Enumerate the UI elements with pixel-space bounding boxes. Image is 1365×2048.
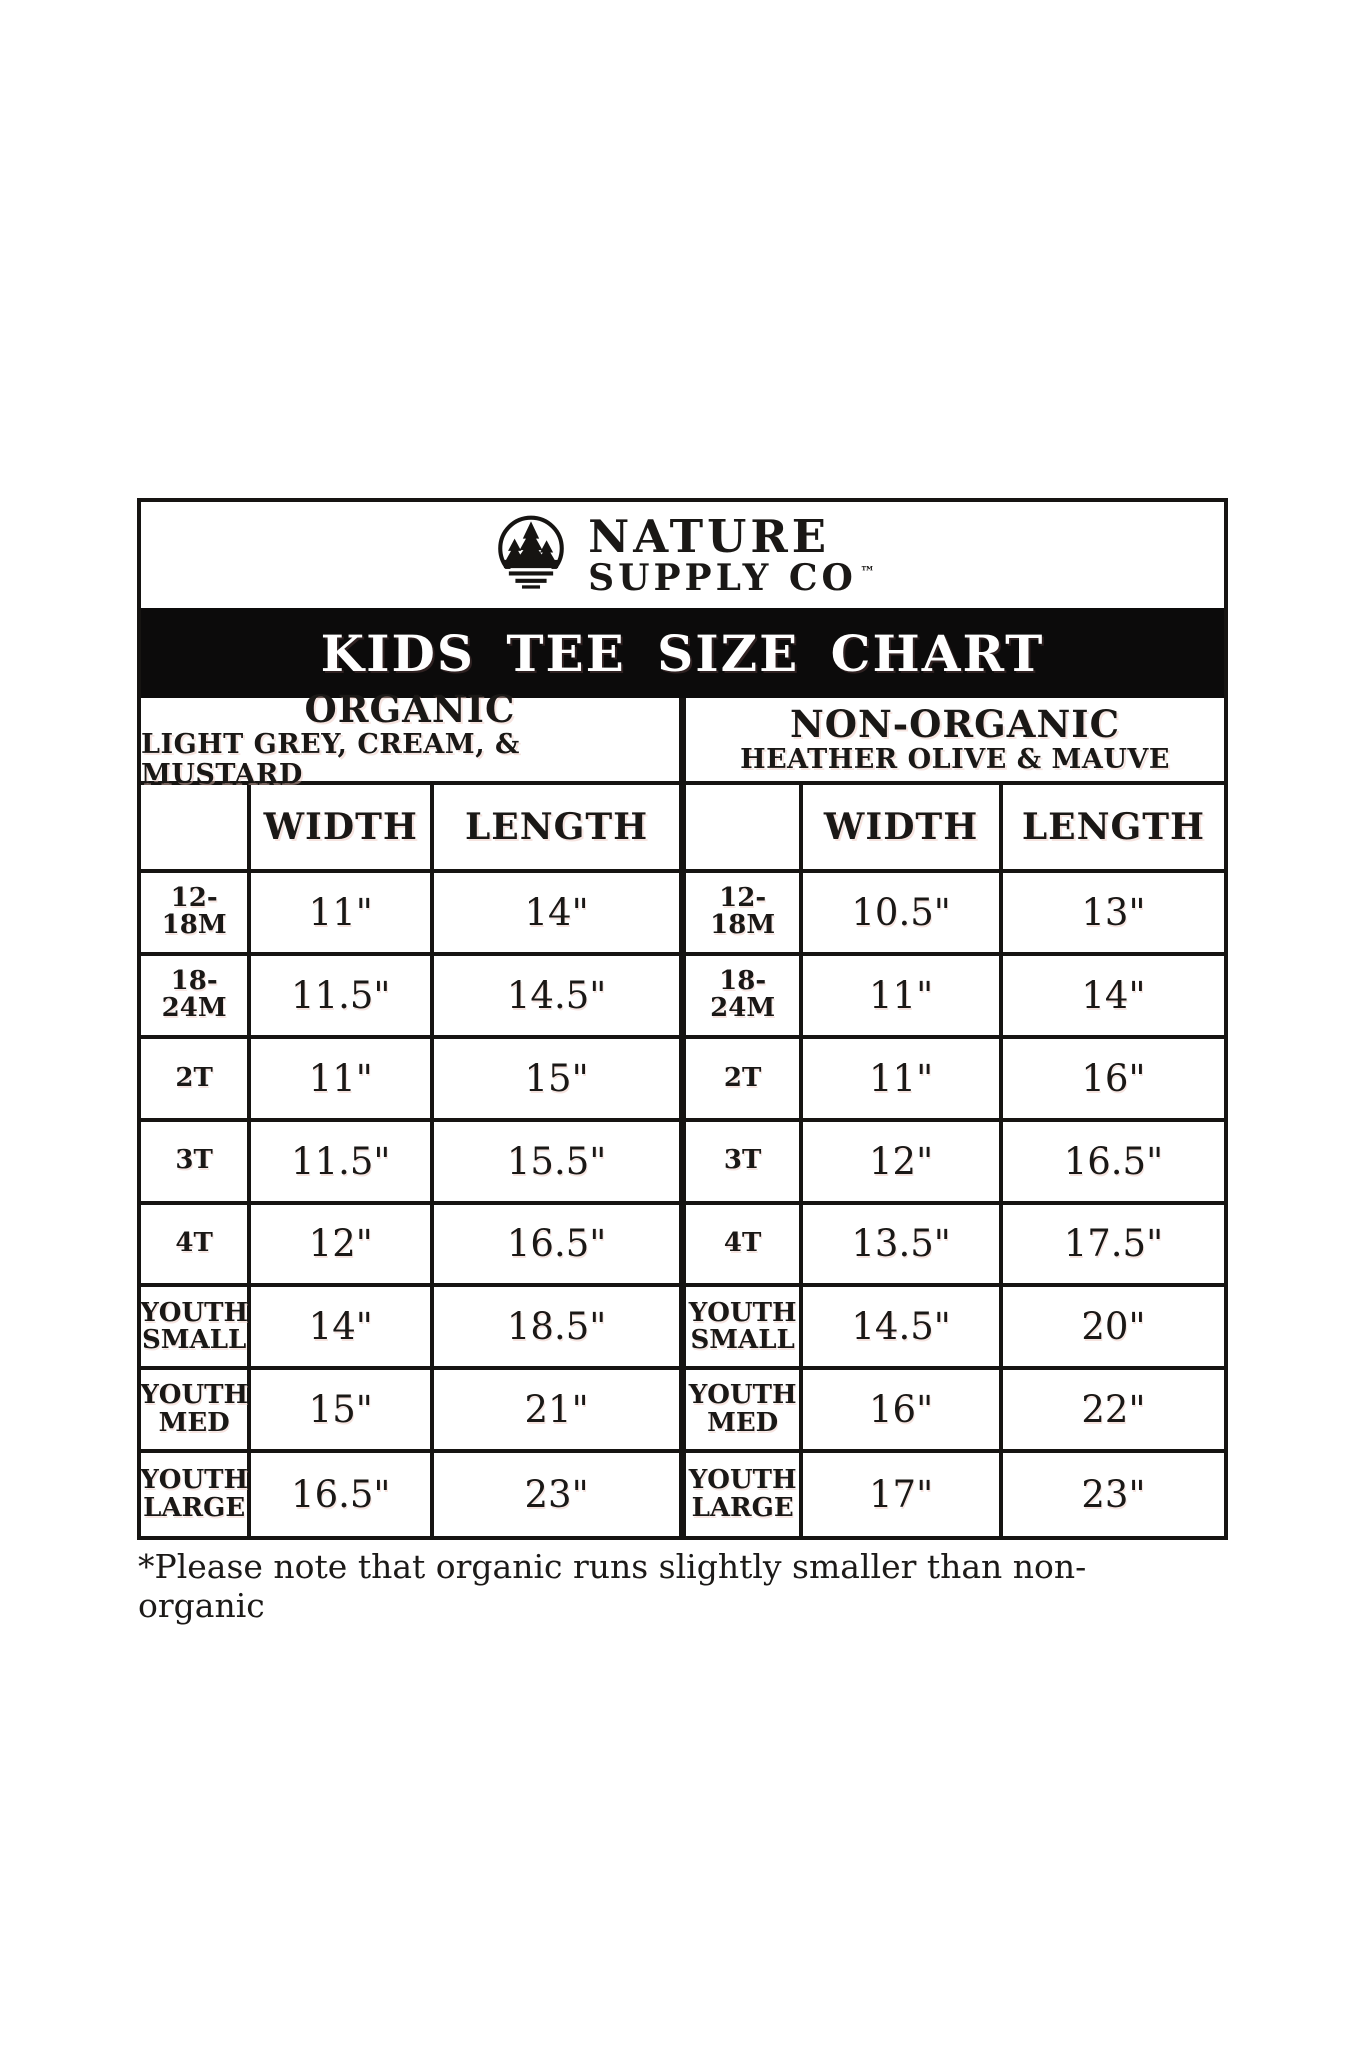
length-value-cell: 14" [434,873,679,956]
length-value-cell: 13" [1002,873,1224,956]
width-value-cell: 16" [803,1370,1003,1454]
brand-name: NATURE SUPPLY CO ™ [588,509,875,599]
size-cell: 18-24M [141,955,252,1039]
size-cell: YOUTH MED [686,1370,804,1454]
width-value-cell: 11" [803,955,1003,1039]
length-value-cell: 16.5" [1002,1122,1224,1205]
length-column-header: LENGTH [434,785,679,873]
size-table: ORGANIC LIGHT GREY, CREAM, & MUSTARD WID… [140,688,1224,1536]
width-value-cell: 10.5" [803,873,1003,956]
brand-header: NATURE SUPPLY CO ™ [141,502,1224,608]
width-value-cell: 11.5" [251,1121,435,1205]
size-cell: 4T [686,1204,804,1288]
length-value-cell: 23" [524,1473,589,1517]
width-value-cell: 12" [803,1121,1003,1205]
width-value-cell: 13.5" [803,1204,1003,1288]
section-subtitle: HEATHER OLIVE & MAUVE [740,744,1170,776]
length-value-cell: 23" [1081,1473,1146,1517]
footnote: *Please note that organic runs slightly … [138,1547,1087,1625]
brand-name-line2-text: SUPPLY CO [588,556,857,599]
length-column-header: LENGTH [1002,785,1224,873]
width-value-cell: 14.5" [803,1287,1003,1371]
size-cell: 12-18M [686,873,804,956]
length-value-cell: 16" [1002,1039,1224,1122]
size-cell: 12-18M [141,873,252,956]
size-cell: YOUTH LARGE [686,1453,804,1536]
trademark-symbol: ™ [859,562,875,581]
size-cell: 4T [141,1204,252,1288]
chart-title: KIDS TEE SIZE CHART [320,623,1045,683]
length-value-cell: 20" [1002,1287,1224,1371]
length-value-cell: 17.5" [1002,1205,1224,1288]
organic-section: ORGANIC LIGHT GREY, CREAM, & MUSTARD WID… [140,688,686,1536]
width-value-cell: 11" [251,873,435,956]
size-cell: 2T [141,1038,252,1122]
organic-section-heading: ORGANIC LIGHT GREY, CREAM, & MUSTARD [141,688,679,790]
non-organic-section-heading: NON-ORGANIC HEATHER OLIVE & MAUVE [686,698,1224,785]
size-cell: 3T [686,1121,804,1205]
length-value-cell: 15.5" [434,1122,679,1205]
size-cell: 18-24M [686,955,804,1039]
width-value-cell: 14" [251,1287,435,1371]
width-value-cell: 12" [251,1204,435,1288]
width-value-cell: 15" [251,1370,435,1454]
brand-name-line2: SUPPLY CO ™ [588,556,875,599]
width-value-cell: 17" [803,1453,1003,1536]
width-value-cell: 11.5" [251,955,435,1039]
non-organic-section: NON-ORGANIC HEATHER OLIVE & MAUVE WIDTH … [686,698,1224,1536]
nature-supply-logo-icon [490,505,573,605]
section-subtitle: LIGHT GREY, CREAM, & MUSTARD [141,728,520,791]
width-value-cell: 11" [251,1038,435,1122]
width-value-cell: 16.5" [251,1453,435,1536]
corner-cell [686,785,804,873]
length-value-cell: 15" [434,1039,679,1122]
size-cell: YOUTH SMALL [686,1287,804,1371]
size-chart-card: NATURE SUPPLY CO ™ KIDS TEE SIZE CHART OR… [137,498,1228,1540]
brand-name-line1: NATURE [588,509,831,563]
length-value-cell: 22" [1002,1370,1224,1454]
size-cell: 3T [141,1121,252,1205]
size-cell: YOUTH MED [140,1370,252,1454]
length-value-cell: 16.5" [434,1205,679,1288]
length-value-cell: 18.5" [434,1287,679,1371]
size-cell: YOUTH SMALL [140,1287,252,1371]
section-title: NON-ORGANIC [789,701,1121,746]
length-value-cell: 21" [434,1370,679,1454]
corner-cell [141,785,252,873]
width-column-header: WIDTH [803,785,1003,873]
length-value-cell: 14" [1002,956,1224,1039]
width-column-header: WIDTH [251,785,435,873]
section-title: ORGANIC [304,686,516,731]
chart-title-banner: KIDS TEE SIZE CHART [141,608,1224,698]
size-cell: YOUTH LARGE [140,1453,252,1536]
length-value-cell: 14.5" [434,956,679,1039]
size-cell: 2T [686,1038,804,1122]
width-value-cell: 11" [803,1038,1003,1122]
